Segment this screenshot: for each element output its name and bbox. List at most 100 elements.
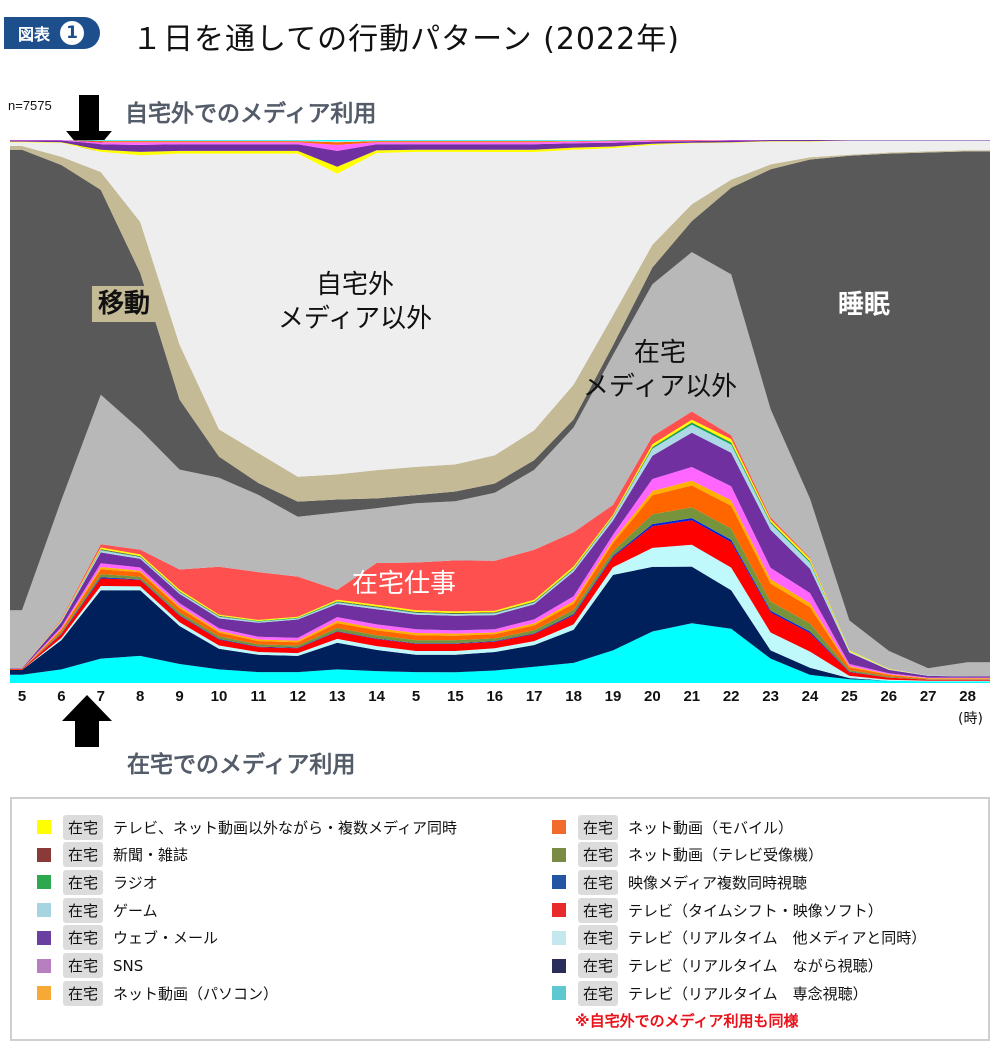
x-tick-label: 19 (604, 688, 622, 705)
label-home-work: 在宅仕事 (352, 569, 457, 599)
legend-item: 在宅 ラジオ (37, 869, 158, 895)
label-outside-nonmedia-line2: メディア以外 (277, 304, 433, 334)
legend-swatch (552, 820, 566, 834)
legend-swatch (37, 903, 51, 918)
x-tick-label: 5 (17, 688, 27, 705)
legend-label: ネット動画（パソコン） (113, 984, 279, 1003)
legend-item: 在宅 ウェブ・メール (37, 925, 218, 951)
legend-tag: 在宅 (578, 869, 619, 895)
legend-item: 在宅 テレビ（タイムシフト・映像ソフト） (552, 897, 883, 923)
x-tick-label: 24 (801, 688, 819, 705)
x-tick-label: 28 (959, 688, 976, 705)
area-series-17 (10, 146, 990, 502)
area-series-7 (10, 480, 990, 679)
x-tick-label: 8 (136, 688, 145, 705)
legend-swatch (37, 847, 51, 862)
area-series-10 (10, 424, 990, 677)
x-tick-label: 16 (486, 688, 504, 705)
x-tick-label: 13 (328, 688, 346, 705)
legend-tag: 在宅 (63, 842, 104, 868)
page-title: １日を通しての行動パターン (2022年) (132, 22, 680, 57)
area-series-24 (10, 140, 990, 142)
area-series-20 (10, 140, 990, 167)
legend-item: 在宅 テレビ（リアルタイム 専念視聴） (552, 980, 868, 1006)
legend-tag: 在宅 (63, 980, 104, 1006)
figure-badge: 図表 1 (4, 17, 100, 49)
legend-label: テレビ（リアルタイム ながら視聴） (628, 957, 883, 975)
legend-label: 映像メディア複数同時視聴 (628, 873, 807, 892)
x-tick-label: 11 (250, 688, 267, 705)
area-series-21 (10, 140, 990, 151)
legend-tag: 在宅 (578, 953, 619, 978)
legend-note: ※自宅外でのメディア利用も同様 (575, 1012, 799, 1030)
area-series-22 (10, 140, 990, 145)
legend-tag: 在宅 (578, 814, 619, 840)
legend-item: 在宅 テレビ、ネット動画以外ながら・複数メディア同時 (37, 814, 457, 840)
legend-label: ネット動画（モバイル） (628, 818, 794, 837)
legend-swatch (552, 903, 566, 918)
legend-tag: 在宅 (578, 842, 619, 868)
legend-tag: 在宅 (63, 897, 104, 923)
legend-swatch (37, 958, 51, 973)
sample-size: n=7575 (8, 98, 52, 113)
legend-item: 在宅 テレビ（リアルタイム 他メディアと同時） (552, 925, 927, 951)
x-tick-label: 20 (644, 688, 661, 705)
legend-label: ラジオ (113, 873, 158, 892)
legend-item: 在宅 SNS (37, 953, 144, 978)
legend-item: 在宅 ネット動画（テレビ受像機） (552, 842, 824, 868)
badge-number: 1 (60, 21, 85, 45)
legend-swatch (37, 930, 51, 945)
x-tick-label: 21 (683, 688, 701, 705)
legend-label: テレビ（リアルタイム 専念視聴） (628, 984, 868, 1003)
label-home-nonmedia-line1: 在宅 (633, 338, 686, 368)
legend-tag: 在宅 (578, 980, 619, 1006)
area-series-14 (10, 411, 990, 677)
legend-swatch (37, 875, 51, 890)
area-series-6 (10, 485, 990, 680)
x-tick-label: 18 (565, 688, 582, 705)
badge-label: 図表 (18, 25, 51, 44)
stacked-area-chart (10, 140, 990, 683)
legend-item: 在宅 ネット動画（モバイル） (552, 814, 794, 840)
x-tick-label: 7 (96, 688, 105, 705)
legend-swatch (552, 930, 566, 945)
x-tick-label: 23 (762, 688, 779, 705)
x-tick-label: 27 (919, 688, 937, 705)
label-home-nonmedia: 在宅 メディア以外 (555, 336, 765, 404)
legend-swatch (552, 986, 566, 1001)
legend-swatch (37, 820, 51, 834)
legend-tag: 在宅 (63, 814, 104, 840)
legend-label: ネット動画（テレビ受像機） (628, 846, 824, 865)
caption-home-media: 在宅でのメディア利用 (127, 752, 356, 778)
legend-item: 在宅 ネット動画（パソコン） (37, 980, 279, 1006)
legend-tag: 在宅 (578, 925, 619, 951)
legend-swatch (552, 875, 566, 890)
legend-item: 在宅 テレビ（リアルタイム ながら視聴） (552, 953, 883, 978)
legend-swatch (552, 847, 566, 862)
x-tick-label: 25 (841, 688, 858, 705)
caption-outside-media: 自宅外でのメディア利用 (125, 101, 377, 127)
legend-label: ゲーム (113, 901, 158, 920)
legend-tag: 在宅 (578, 897, 619, 923)
label-outside-nonmedia: 自宅外 メディア以外 (250, 268, 460, 336)
legend-label: SNS (113, 956, 144, 975)
x-tick-label: 6 (57, 688, 66, 705)
x-tick-label: 14 (368, 688, 385, 705)
x-tick-label: 17 (525, 688, 543, 705)
legend-label: 新聞・雑誌 (113, 846, 189, 865)
legend-item: 在宅 新聞・雑誌 (37, 842, 189, 868)
x-tick-label: 10 (210, 688, 228, 705)
area-series-15 (10, 252, 990, 677)
x-tick-label: 15 (447, 688, 464, 705)
legend-tag: 在宅 (63, 869, 104, 895)
area-series-9 (10, 432, 990, 678)
legend-label: テレビ（リアルタイム 他メディアと同時） (628, 929, 927, 948)
legend-item: 在宅 映像メディア複数同時視聴 (552, 869, 807, 895)
label-commute: 移動 (92, 286, 157, 322)
x-tick-label: 5 (411, 688, 421, 705)
x-tick-label: 9 (175, 688, 184, 705)
x-tick-label: 22 (722, 688, 740, 705)
legend-item: 在宅 ゲーム (37, 897, 158, 923)
label-outside-nonmedia-line1: 自宅外 (315, 270, 394, 300)
legend-swatch (552, 958, 566, 973)
